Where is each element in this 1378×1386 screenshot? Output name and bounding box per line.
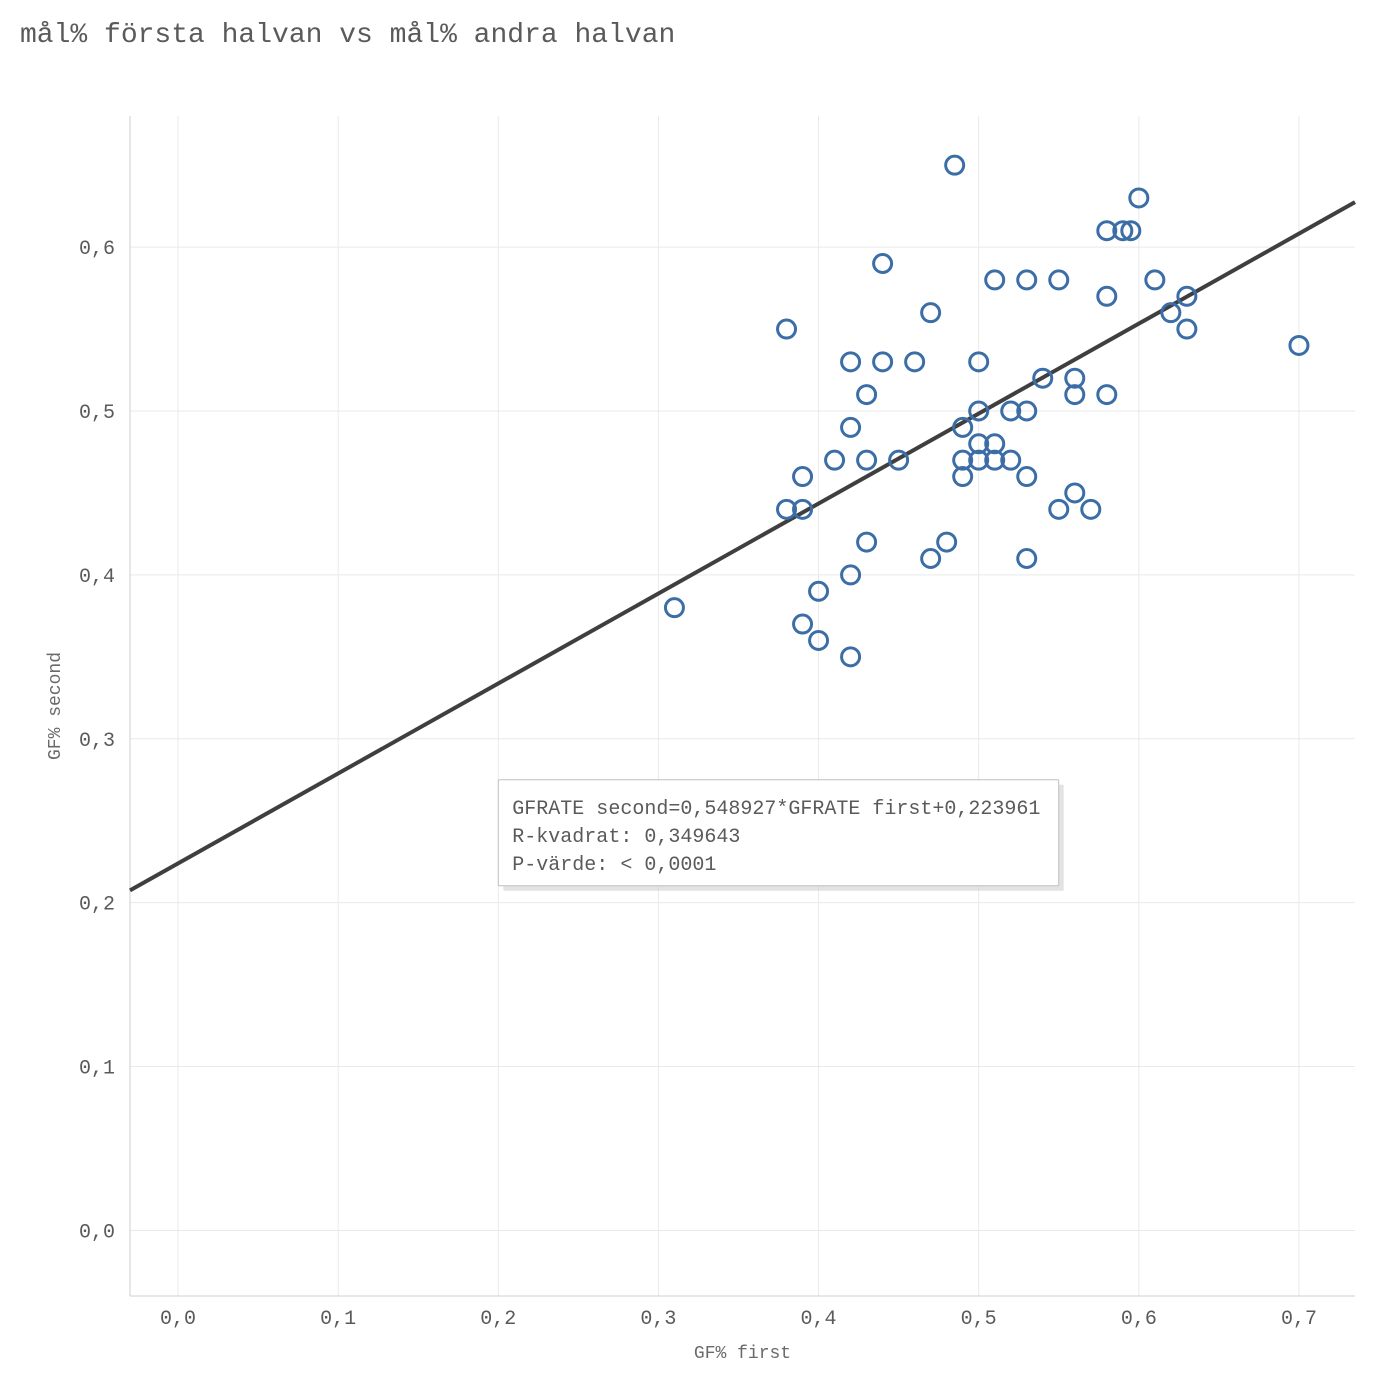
x-axis-label: GF% first bbox=[694, 1344, 791, 1361]
x-tick-label: 0,5 bbox=[961, 1308, 997, 1331]
plot-area bbox=[130, 116, 1355, 1296]
x-tick-label: 0,2 bbox=[480, 1308, 516, 1331]
x-tick-label: 0,3 bbox=[640, 1308, 676, 1331]
x-tick-label: 0,0 bbox=[160, 1308, 196, 1331]
info-box-line: P-värde: < 0,0001 bbox=[512, 854, 716, 877]
chart-title: mål% första halvan vs mål% andra halvan bbox=[20, 20, 1358, 51]
x-tick-label: 0,1 bbox=[320, 1308, 356, 1331]
info-box-line: R-kvadrat: 0,349643 bbox=[512, 826, 740, 849]
y-tick-label: 0,5 bbox=[79, 402, 115, 425]
y-tick-label: 0,2 bbox=[79, 894, 115, 917]
info-box-line: GFRATE second=0,548927*GFRATE first+0,22… bbox=[512, 798, 1040, 821]
chart-svg: 0,0 0,1 0,2 0,3 0,4 0,5 0,6 0,7 0,0 0,1 0,2 0,3 0,4 0… bbox=[20, 61, 1378, 1361]
y-tick-label: 0,0 bbox=[79, 1221, 115, 1244]
y-tick-label: 0,4 bbox=[79, 566, 115, 589]
x-tick-label: 0,4 bbox=[801, 1308, 837, 1331]
scatter-chart: 0,0 0,1 0,2 0,3 0,4 0,5 0,6 0,7 0,0 0,1 0,2 0,3 0,4 0… bbox=[20, 61, 1358, 1366]
y-axis-label: GF% second bbox=[46, 652, 66, 760]
y-tick-label: 0,6 bbox=[79, 238, 115, 261]
x-tick-label: 0,7 bbox=[1281, 1308, 1317, 1331]
y-tick-label: 0,3 bbox=[79, 730, 115, 753]
y-tick-label: 0,1 bbox=[79, 1058, 115, 1081]
x-tick-label: 0,6 bbox=[1121, 1308, 1157, 1331]
